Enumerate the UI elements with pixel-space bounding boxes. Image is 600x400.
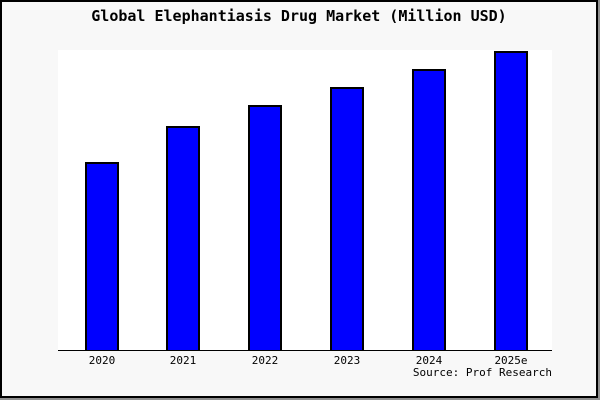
x-tick-label: 2022	[251, 354, 279, 367]
plot-area: 2020 2021 2022 2023 2024 2025e	[58, 50, 552, 367]
bar-2021	[166, 126, 200, 350]
x-tick-label: 2023	[333, 354, 361, 367]
x-tick-label: 2021	[169, 354, 197, 367]
x-tick-label: 2024	[415, 354, 443, 367]
bar-2025e	[494, 51, 528, 350]
x-tick-label: 2020	[88, 354, 116, 367]
bar-2020	[85, 162, 119, 350]
chart-title: Global Elephantiasis Drug Market (Millio…	[91, 7, 507, 25]
bar-2023	[330, 87, 364, 350]
bar-2022	[248, 105, 282, 350]
x-tick-label: 2025e	[494, 354, 528, 367]
source-credit: Source: Prof Research	[412, 366, 552, 379]
bar-2024	[412, 69, 446, 350]
